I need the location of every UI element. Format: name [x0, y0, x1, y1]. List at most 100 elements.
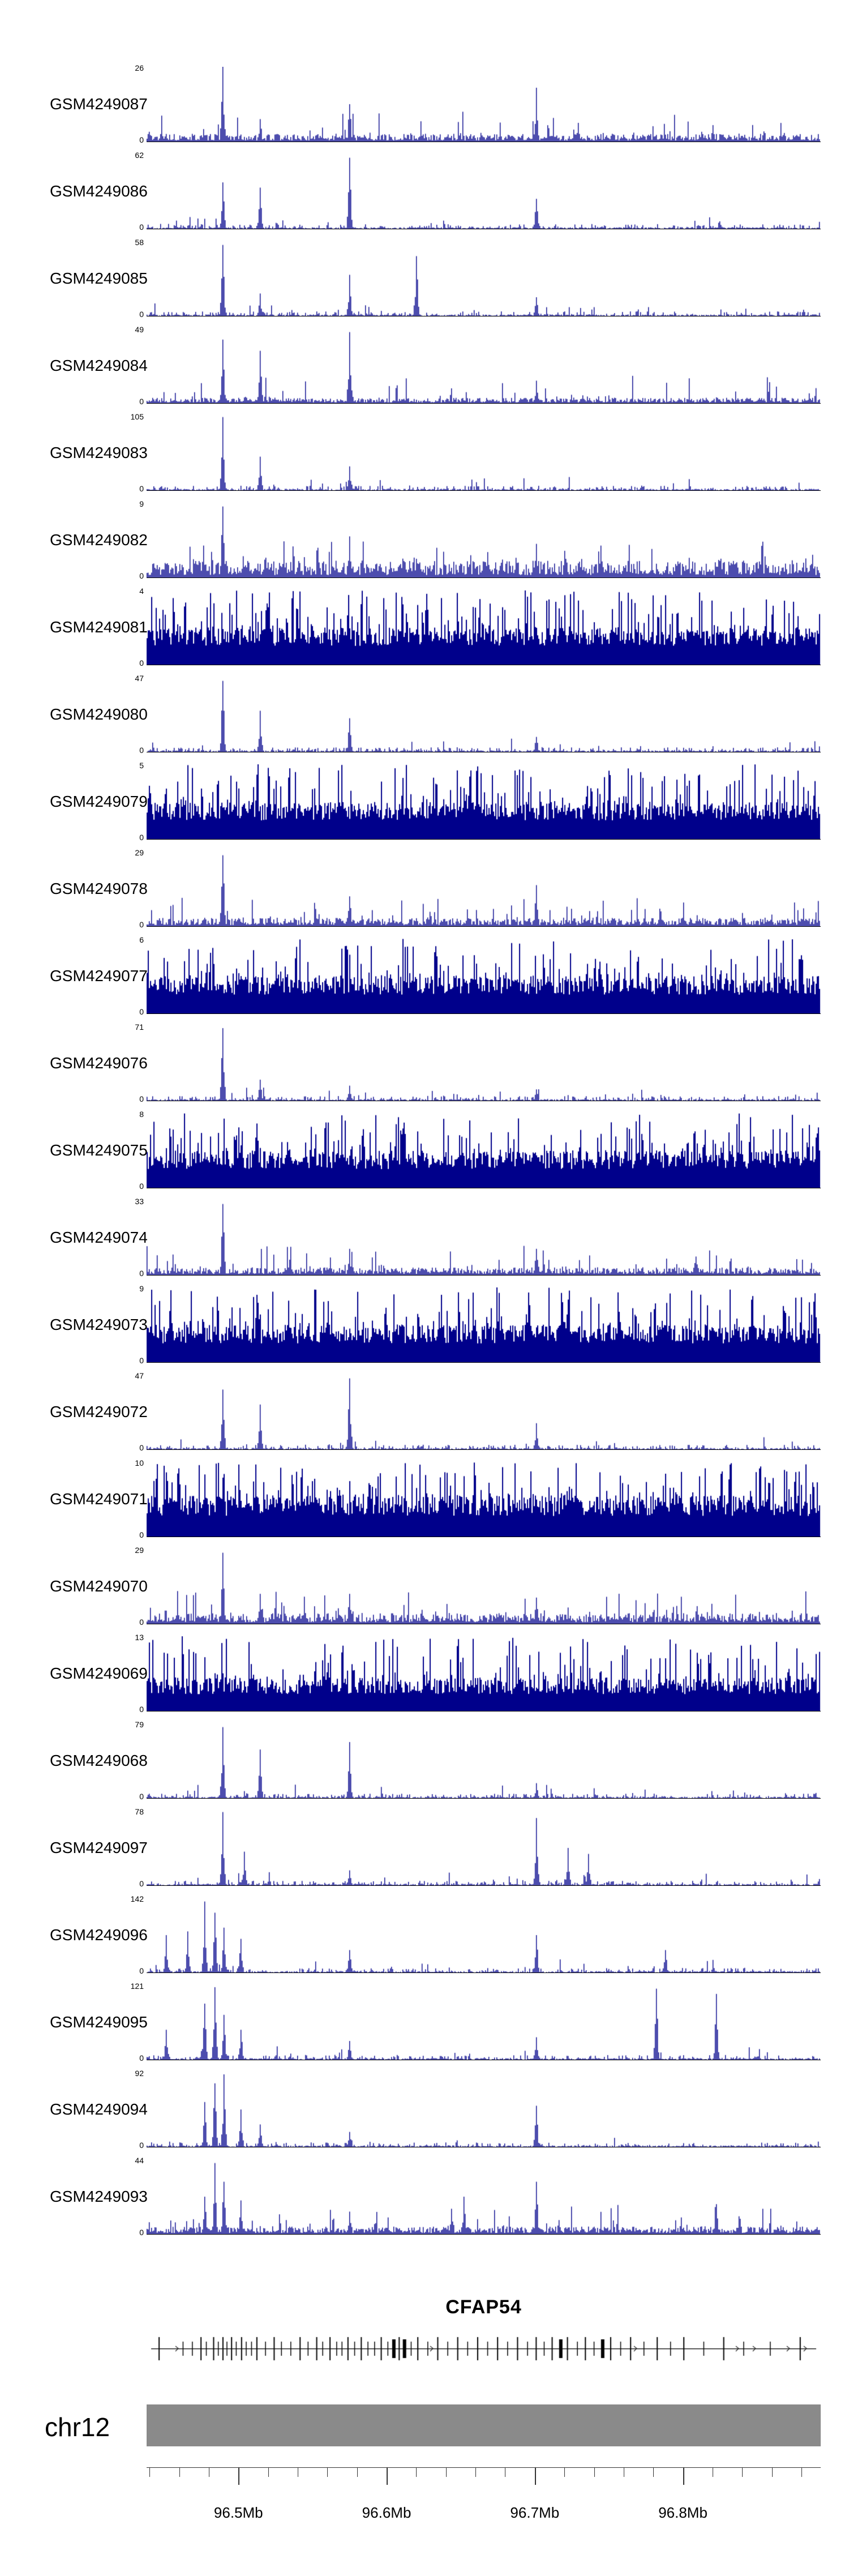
track-label: GSM4249083	[50, 444, 148, 461]
y-axis-zero-label: 0	[139, 920, 144, 929]
y-axis-zero-label: 0	[139, 1443, 144, 1452]
track-row: GSM4249072 47 0	[0, 1368, 849, 1455]
track-plot: 47 0	[135, 674, 821, 754]
coverage-signal-canvas	[147, 241, 821, 316]
track-label: GSM4249084	[50, 357, 148, 374]
y-axis-max-label: 78	[135, 1807, 144, 1816]
ruler-minor-tick	[149, 2468, 151, 2477]
track-plot: 33 0	[135, 1197, 821, 1277]
y-axis-zero-label: 0	[139, 1269, 144, 1278]
y-axis-zero-label: 0	[139, 2141, 144, 2150]
track-label: GSM4249069	[50, 1664, 148, 1682]
y-axis-max-label: 13	[135, 1633, 144, 1642]
coverage-signal-canvas	[147, 1113, 821, 1188]
coverage-signal-canvas	[147, 1026, 821, 1101]
track-label: GSM4249074	[50, 1229, 148, 1246]
y-axis-zero-label: 0	[139, 310, 144, 319]
y-axis-max-label: 29	[135, 848, 144, 857]
coverage-signal-canvas	[147, 1636, 821, 1711]
y-axis-zero-label: 0	[139, 1879, 144, 1888]
ruler-minor-tick	[564, 2468, 565, 2477]
track-plot: 58 0	[135, 238, 821, 318]
track-row: GSM4249080 47 0	[0, 670, 849, 758]
coverage-signal-canvas	[147, 1287, 821, 1362]
track-row: GSM4249083 105 0	[0, 409, 849, 496]
coverage-signal-canvas	[147, 67, 821, 142]
y-axis-zero-label: 0	[139, 1007, 144, 1016]
track-label: GSM4249080	[50, 705, 148, 723]
track-label: GSM4249085	[50, 269, 148, 287]
track-row: GSM4249085 58 0	[0, 234, 849, 322]
y-axis-max-label: 79	[135, 1720, 144, 1729]
ruler-minor-tick	[357, 2468, 358, 2477]
y-axis-max-label: 5	[139, 761, 144, 770]
y-axis-max-label: 105	[130, 412, 144, 421]
y-axis-zero-label: 0	[139, 135, 144, 144]
track-plot: 142 0	[131, 1895, 821, 1975]
y-axis-max-label: 44	[135, 2156, 144, 2165]
coverage-signal-canvas	[147, 677, 821, 752]
track-row: GSM4249075 8 0	[0, 1106, 849, 1193]
ruler-minor-tick	[327, 2468, 328, 2477]
track-label: GSM4249094	[50, 2100, 148, 2118]
track-row: GSM4249077 6 0	[0, 932, 849, 1019]
gene-name-label: CFAP54	[445, 2296, 522, 2318]
track-row: GSM4249087 26 0	[0, 60, 849, 147]
track-row: GSM4249096 142 0	[0, 1891, 849, 1978]
y-axis-zero-label: 0	[139, 1618, 144, 1627]
track-label: GSM4249097	[50, 1839, 148, 1856]
ruler-minor-tick	[475, 2468, 477, 2477]
track-plot: 121 0	[131, 1982, 821, 2062]
ruler-major-tick	[238, 2468, 240, 2485]
track-label: GSM4249086	[50, 182, 148, 200]
y-axis-zero-label: 0	[139, 1356, 144, 1365]
coverage-signal-canvas	[147, 939, 821, 1013]
y-axis-zero-label: 0	[139, 833, 144, 842]
track-row: GSM4249095 121 0	[0, 1978, 849, 2065]
track-row: GSM4249097 78 0	[0, 1804, 849, 1891]
coverage-signal-canvas	[147, 2159, 821, 2234]
track-plot: 71 0	[135, 1023, 821, 1103]
y-axis-max-label: 29	[135, 1546, 144, 1555]
y-axis-zero-label: 0	[139, 484, 144, 493]
track-label: GSM4249075	[50, 1141, 148, 1159]
ruler-minor-tick	[594, 2468, 595, 2477]
y-axis-max-label: 92	[135, 2069, 144, 2078]
ruler-minor-tick	[268, 2468, 269, 2477]
coverage-signal-canvas	[147, 1723, 821, 1798]
y-axis-max-label: 26	[135, 63, 144, 72]
track-plot: 13 0	[135, 1633, 821, 1713]
track-label: GSM4249073	[50, 1316, 148, 1333]
coverage-tracks: GSM4249087 26 0 GSM4249086 62 0 GSM4249085 58 0 G…	[0, 60, 849, 2240]
coverage-signal-canvas	[147, 1549, 821, 1624]
y-axis-max-label: 121	[130, 1982, 144, 1991]
track-row: GSM4249084 49 0	[0, 322, 849, 409]
coverage-signal-canvas	[147, 1375, 821, 1449]
chromosome-ideogram	[147, 2404, 821, 2446]
y-axis-zero-label: 0	[139, 1094, 144, 1103]
ruler-coordinate-label: 96.5Mb	[213, 2504, 263, 2521]
ruler-minor-tick	[771, 2468, 773, 2477]
ruler-minor-tick	[801, 2468, 802, 2477]
track-plot: 47 0	[135, 1372, 821, 1452]
coverage-signal-canvas	[147, 416, 821, 490]
y-axis-zero-label: 0	[139, 1182, 144, 1191]
ruler-minor-tick	[416, 2468, 417, 2477]
track-plot: 10 0	[135, 1459, 821, 1539]
coverage-signal-canvas	[147, 590, 821, 665]
y-axis-zero-label: 0	[139, 746, 144, 755]
coverage-signal-canvas	[147, 1898, 821, 1972]
coverage-signal-canvas	[147, 154, 821, 229]
track-label: GSM4249072	[50, 1403, 148, 1420]
y-axis-zero-label: 0	[139, 1792, 144, 1801]
ruler-major-tick	[387, 2468, 388, 2485]
track-label: GSM4249082	[50, 531, 148, 549]
y-axis-max-label: 47	[135, 674, 144, 683]
y-axis-max-label: 49	[135, 325, 144, 334]
track-row: GSM4249081 4 0	[0, 583, 849, 670]
